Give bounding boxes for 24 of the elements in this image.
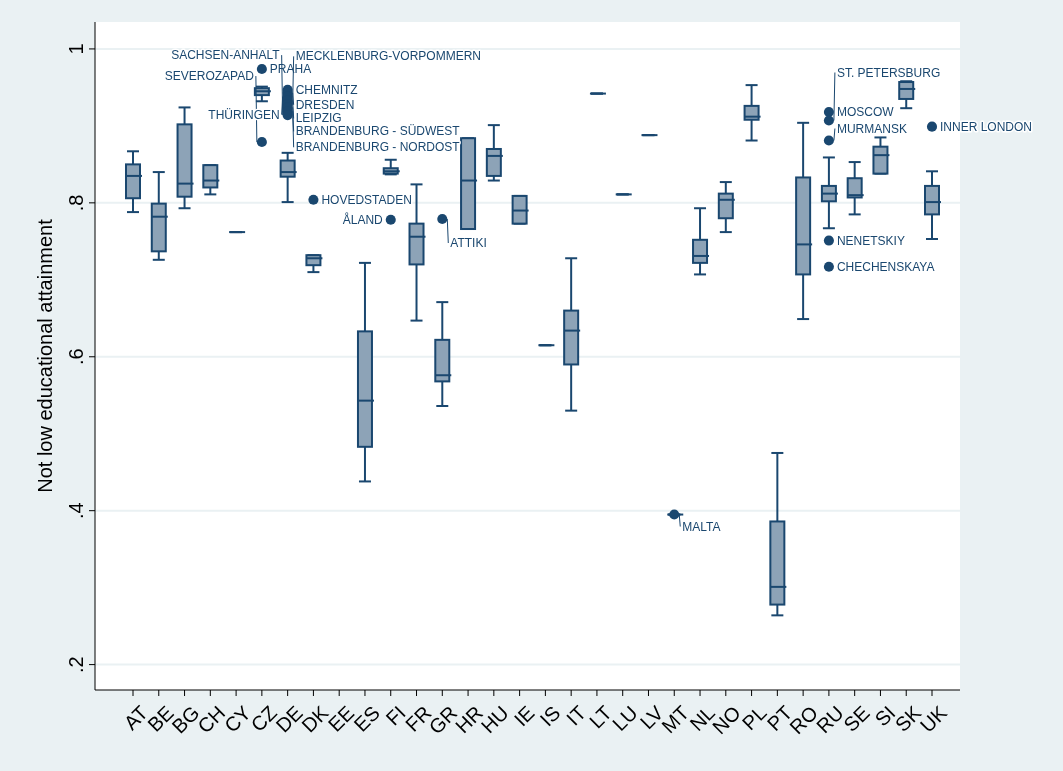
annotation: ATTIKI	[450, 236, 487, 251]
y-tick-label: .4	[65, 502, 87, 520]
annotation: CHECHENSKAYA	[836, 259, 935, 274]
annotation: CHEMNITZ	[295, 82, 358, 97]
annotation: NENETSKIY	[836, 233, 905, 248]
y-tick-label: 1	[65, 43, 87, 55]
annotation: BRANDENBURG - SÜDWEST	[295, 124, 461, 139]
annotation: MECKLENBURG-VORPOMMERN	[295, 49, 481, 64]
annotation: MALTA	[682, 519, 721, 534]
y-tick-label: .6	[65, 348, 87, 366]
annotation: MURMANSK	[836, 121, 907, 136]
annotation: ÅLAND	[342, 211, 384, 227]
annotation: DRESDEN	[295, 97, 355, 112]
annotation: HOVEDSTADEN	[321, 192, 412, 207]
annotation: BRANDENBURG - NORDOST	[295, 140, 461, 155]
y-axis-title: Not low educational attainment	[34, 218, 56, 493]
annotation: LEIPZIG	[295, 111, 342, 126]
y-tick-label: .8	[65, 194, 87, 212]
annotation: MOSCOW	[836, 105, 895, 120]
y-tick-label: .2	[65, 656, 87, 673]
annotation: SEVEROZAPAD	[164, 69, 255, 84]
annotation: ST. PETERSBURG	[836, 65, 941, 80]
annotation: INNER LONDON	[940, 119, 1033, 134]
annotation: SACHSEN-ANHALT	[171, 48, 281, 63]
